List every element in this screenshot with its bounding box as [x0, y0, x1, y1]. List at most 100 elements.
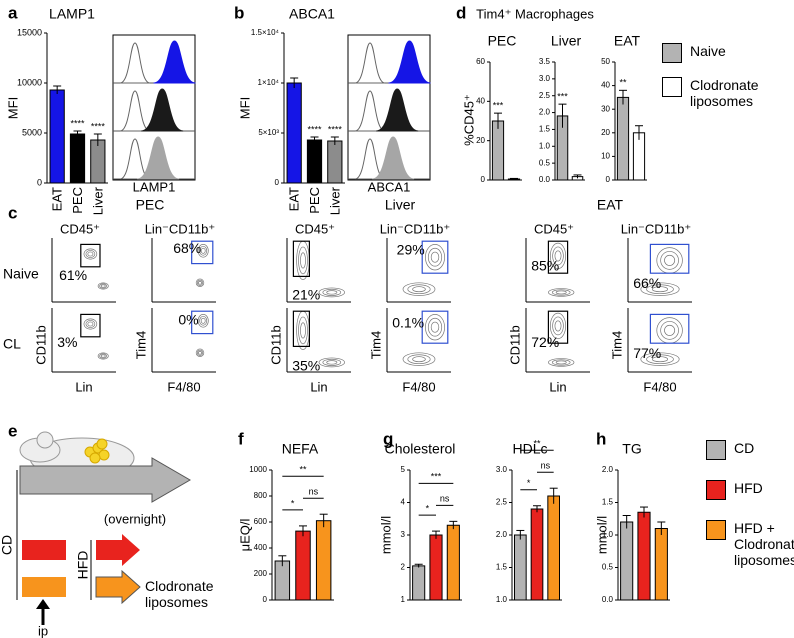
contour	[548, 288, 575, 297]
gate-title: CD45⁺	[295, 221, 335, 236]
contour	[300, 252, 306, 269]
error-bar	[635, 125, 643, 140]
contour	[402, 282, 436, 296]
y-tick-label: 200	[254, 569, 268, 578]
bar	[90, 139, 106, 184]
bar	[491, 120, 505, 181]
histogram-unstained	[119, 90, 151, 132]
contour	[640, 352, 680, 366]
y-axis-label: Tim4	[368, 331, 383, 359]
y-tick-label: 4	[401, 498, 406, 507]
error-bar	[619, 89, 627, 105]
legend-item: HFD	[706, 480, 794, 500]
contour	[195, 348, 205, 357]
mouse-ear	[36, 431, 54, 449]
contour	[198, 280, 202, 285]
bar	[69, 133, 86, 184]
contour	[425, 244, 445, 271]
bar	[637, 511, 651, 601]
bar	[620, 521, 634, 601]
gate-percentage: 72%	[531, 334, 559, 350]
error-bar	[319, 513, 328, 528]
significance: ****	[70, 118, 85, 128]
bar	[295, 530, 311, 601]
error-bar	[432, 530, 440, 539]
legend-label: HFD + Clodronate liposomes	[734, 520, 794, 568]
contour	[97, 352, 109, 360]
legend-swatch	[706, 480, 726, 500]
gate-percentage: 35%	[292, 358, 320, 374]
contour	[402, 352, 436, 366]
error-bar	[93, 133, 102, 146]
contour	[99, 353, 108, 359]
y-tick-label: 1×10⁴	[258, 78, 280, 87]
contour	[551, 289, 571, 296]
legend-item: Clodronate liposomes	[662, 77, 762, 109]
contour	[318, 287, 345, 298]
histogram-stained	[388, 40, 431, 84]
contour	[85, 250, 96, 258]
significance: ****	[328, 124, 343, 134]
contour	[651, 286, 669, 293]
contour	[298, 246, 308, 275]
y-tick-label: 1.0	[496, 595, 508, 604]
contour	[97, 282, 109, 290]
error-bar	[330, 136, 339, 145]
contour	[664, 254, 676, 266]
fat-depot	[89, 452, 101, 464]
diet-bar	[22, 540, 66, 560]
bar	[315, 520, 332, 601]
bar	[306, 139, 323, 184]
y-axis-label: Tim4	[609, 331, 624, 359]
gate	[421, 310, 449, 344]
contour	[555, 360, 567, 365]
contour	[298, 316, 308, 345]
histogram-stained	[153, 40, 196, 84]
y-axis-label: %CD45⁺	[461, 94, 476, 146]
bar	[530, 508, 544, 601]
y-tick-label: 2.0	[496, 530, 508, 539]
group-title: Liver	[385, 197, 416, 213]
y-tick-label: 3	[401, 530, 406, 539]
contour	[326, 360, 338, 365]
contour	[85, 320, 96, 328]
contour	[300, 322, 306, 339]
diet-label: HFD	[75, 551, 91, 580]
gate-title: Lin⁻CD11b⁺	[621, 221, 692, 236]
y-tick-label: 2.0	[602, 465, 614, 474]
contour	[83, 248, 98, 260]
contour	[552, 246, 564, 266]
significance: *	[291, 498, 295, 508]
contour	[407, 354, 431, 365]
x-axis-label: F4/80	[402, 379, 435, 394]
error-bar	[510, 177, 518, 180]
gate	[292, 310, 310, 348]
gate-percentage: 85%	[531, 258, 559, 274]
gate-title: CD45⁺	[534, 221, 574, 236]
contour	[87, 251, 94, 257]
contour	[322, 358, 342, 366]
bar	[327, 140, 343, 184]
y-tick-label: 3.5	[539, 57, 551, 66]
contour	[200, 247, 206, 254]
panel-title: TG	[622, 441, 641, 457]
y-tick-label: 10	[601, 152, 610, 161]
y-tick-label: 2.5	[539, 91, 551, 100]
gate	[649, 243, 690, 274]
contour	[640, 282, 680, 296]
y-tick-label: 20	[476, 136, 485, 145]
significance: ****	[307, 124, 322, 134]
chart-title: Tim4⁺ Macrophages	[476, 6, 594, 21]
histogram-unstained	[354, 42, 386, 84]
panel-letter: h	[596, 429, 606, 448]
contour	[430, 321, 440, 333]
y-tick-label: 0	[606, 175, 611, 184]
x-axis-label: Lin	[310, 379, 327, 394]
panel-title: Liver	[551, 33, 582, 49]
bar	[514, 534, 527, 601]
histogram-stained	[371, 136, 415, 180]
y-tick-label: 400	[254, 543, 268, 552]
contour	[200, 317, 206, 324]
panel-title: LAMP1	[49, 6, 95, 22]
